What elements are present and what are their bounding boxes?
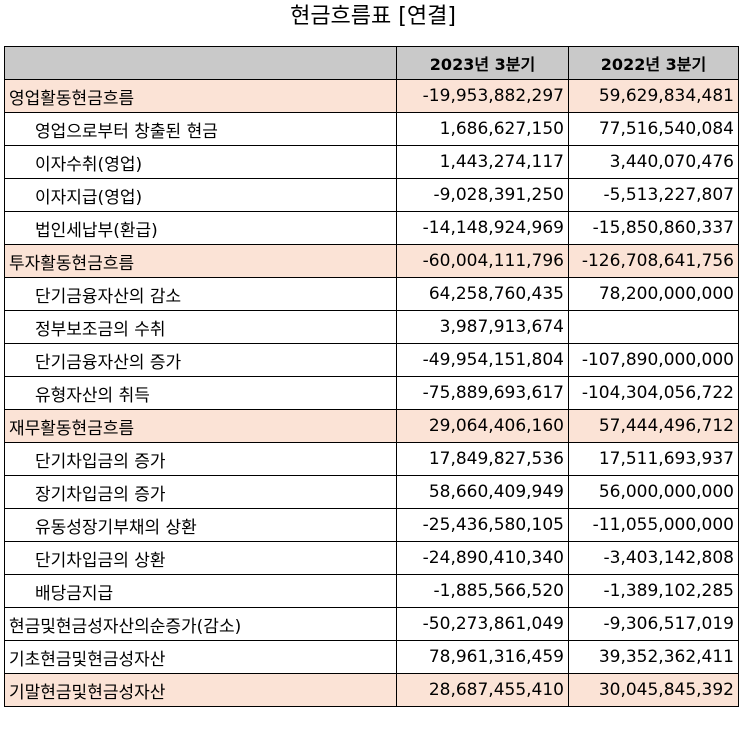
table-row: 단기금융자산의 증가 -49,954,151,804 -107,890,000,…	[4, 343, 739, 377]
value-2023: -9,028,391,250	[396, 178, 569, 212]
value-2022: -3,403,142,808	[568, 541, 739, 575]
cash-flow-table: 2023년 3분기 2022년 3분기 영업활동현금흐름 -19,953,882…	[4, 46, 739, 707]
value-2022: 57,444,496,712	[568, 409, 739, 443]
value-2022: -9,306,517,019	[568, 607, 739, 641]
value-2022: 78,200,000,000	[568, 277, 739, 311]
table-row: 현금및현금성자산의순증가(감소) -50,273,861,049 -9,306,…	[4, 607, 739, 641]
value-2023: -1,885,566,520	[396, 574, 569, 608]
value-2023: 29,064,406,160	[396, 409, 569, 443]
row-label: 유형자산의 취득	[4, 376, 397, 410]
row-label: 배당금지급	[4, 574, 397, 608]
value-2023: -49,954,151,804	[396, 343, 569, 377]
table-row: 이자수취(영업) 1,443,274,117 3,440,070,476	[4, 145, 739, 179]
value-2023: -14,148,924,969	[396, 211, 569, 245]
value-2022: 77,516,540,084	[568, 112, 739, 146]
value-2022: 3,440,070,476	[568, 145, 739, 179]
value-2023: -24,890,410,340	[396, 541, 569, 575]
table-row: 영업으로부터 창출된 현금 1,686,627,150 77,516,540,0…	[4, 112, 739, 146]
value-2023: -19,953,882,297	[396, 79, 569, 113]
value-2022: 17,511,693,937	[568, 442, 739, 476]
row-label: 투자활동현금흐름	[4, 244, 397, 278]
value-2022: 56,000,000,000	[568, 475, 739, 509]
value-2023: 28,687,455,410	[396, 673, 569, 707]
table-row: 재무활동현금흐름 29,064,406,160 57,444,496,712	[4, 409, 739, 443]
row-label: 이자지급(영업)	[4, 178, 397, 212]
value-2023: -25,436,580,105	[396, 508, 569, 542]
value-2023: -60,004,111,796	[396, 244, 569, 278]
table-row: 기말현금및현금성자산 28,687,455,410 30,045,845,392	[4, 673, 739, 707]
header-2022-q3: 2022년 3분기	[568, 46, 739, 80]
table-row: 단기금융자산의 감소 64,258,760,435 78,200,000,000	[4, 277, 739, 311]
table-row: 장기차입금의 증가 58,660,409,949 56,000,000,000	[4, 475, 739, 509]
row-label: 장기차입금의 증가	[4, 475, 397, 509]
value-2023: 64,258,760,435	[396, 277, 569, 311]
value-2022: -15,850,860,337	[568, 211, 739, 245]
value-2022: -1,389,102,285	[568, 574, 739, 608]
value-2022	[568, 310, 739, 344]
row-label: 영업활동현금흐름	[4, 79, 397, 113]
row-label: 정부보조금의 수취	[4, 310, 397, 344]
value-2022: -126,708,641,756	[568, 244, 739, 278]
row-label: 단기금융자산의 증가	[4, 343, 397, 377]
row-label: 기초현금및현금성자산	[4, 640, 397, 674]
value-2023: 1,443,274,117	[396, 145, 569, 179]
header-2023-q3: 2023년 3분기	[396, 46, 569, 80]
value-2022: -5,513,227,807	[568, 178, 739, 212]
table-row: 기초현금및현금성자산 78,961,316,459 39,352,362,411	[4, 640, 739, 674]
row-label: 현금및현금성자산의순증가(감소)	[4, 607, 397, 641]
value-2023: 58,660,409,949	[396, 475, 569, 509]
header-blank	[4, 46, 397, 80]
table-row: 정부보조금의 수취 3,987,913,674	[4, 310, 739, 344]
value-2022: 59,629,834,481	[568, 79, 739, 113]
table-row: 유동성장기부채의 상환 -25,436,580,105 -11,055,000,…	[4, 508, 739, 542]
value-2023: 78,961,316,459	[396, 640, 569, 674]
value-2022: -11,055,000,000	[568, 508, 739, 542]
table-row: 법인세납부(환급) -14,148,924,969 -15,850,860,33…	[4, 211, 739, 245]
value-2023: -50,273,861,049	[396, 607, 569, 641]
value-2022: 30,045,845,392	[568, 673, 739, 707]
value-2023: -75,889,693,617	[396, 376, 569, 410]
row-label: 법인세납부(환급)	[4, 211, 397, 245]
value-2022: 39,352,362,411	[568, 640, 739, 674]
value-2023: 1,686,627,150	[396, 112, 569, 146]
row-label: 단기금융자산의 감소	[4, 277, 397, 311]
table-header-row: 2023년 3분기 2022년 3분기	[4, 46, 739, 80]
row-label: 기말현금및현금성자산	[4, 673, 397, 707]
table-row: 단기차입금의 증가 17,849,827,536 17,511,693,937	[4, 442, 739, 476]
page-title: 현금흐름표 [연결]	[290, 4, 456, 29]
row-label: 유동성장기부채의 상환	[4, 508, 397, 542]
table-row: 유형자산의 취득 -75,889,693,617 -104,304,056,72…	[4, 376, 739, 410]
value-2022: -107,890,000,000	[568, 343, 739, 377]
row-label: 재무활동현금흐름	[4, 409, 397, 443]
table-row: 투자활동현금흐름 -60,004,111,796 -126,708,641,75…	[4, 244, 739, 278]
table-row: 이자지급(영업) -9,028,391,250 -5,513,227,807	[4, 178, 739, 212]
value-2022: -104,304,056,722	[568, 376, 739, 410]
table-row: 배당금지급 -1,885,566,520 -1,389,102,285	[4, 574, 739, 608]
row-label: 영업으로부터 창출된 현금	[4, 112, 397, 146]
table-row: 영업활동현금흐름 -19,953,882,297 59,629,834,481	[4, 79, 739, 113]
value-2023: 17,849,827,536	[396, 442, 569, 476]
row-label: 단기차입금의 증가	[4, 442, 397, 476]
table-row: 단기차입금의 상환 -24,890,410,340 -3,403,142,808	[4, 541, 739, 575]
value-2023: 3,987,913,674	[396, 310, 569, 344]
row-label: 이자수취(영업)	[4, 145, 397, 179]
row-label: 단기차입금의 상환	[4, 541, 397, 575]
